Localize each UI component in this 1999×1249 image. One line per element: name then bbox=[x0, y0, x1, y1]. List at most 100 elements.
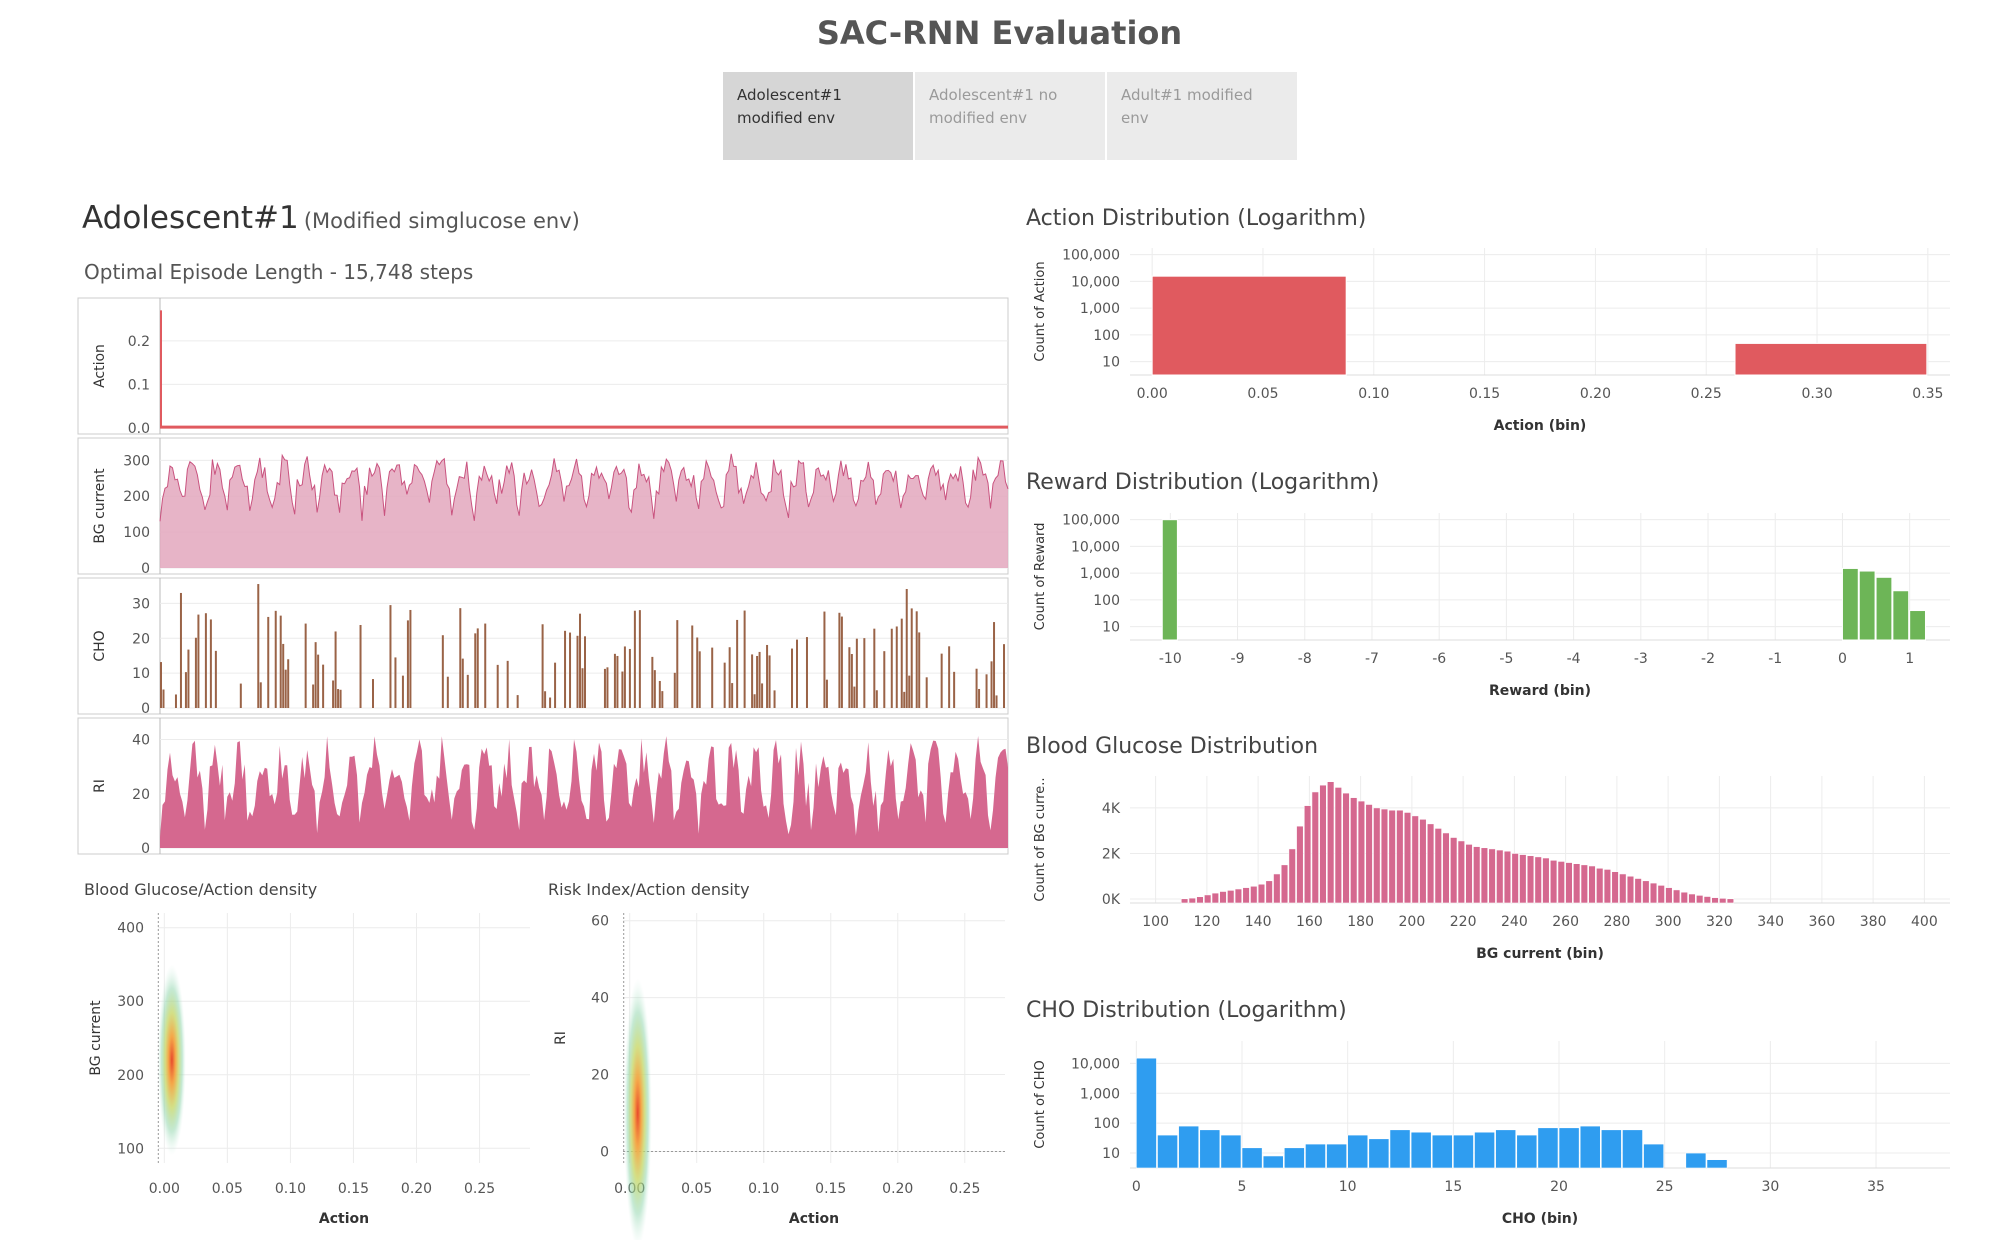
cho-bar bbox=[975, 668, 978, 708]
histogram-bar bbox=[1706, 1159, 1728, 1169]
cho-bar bbox=[723, 662, 726, 708]
tick-label: 0.10 bbox=[748, 1181, 779, 1197]
tick-label: 340 bbox=[1757, 914, 1784, 930]
tick-label: 0.15 bbox=[1469, 386, 1500, 402]
tab-adult1-modified[interactable]: Adult#1 modified env bbox=[1107, 72, 1297, 160]
tick-label: 160 bbox=[1296, 914, 1323, 930]
cho-bar bbox=[304, 623, 307, 708]
bg-action-density-chart: 0.00 0.05 0.10 0.15 0.20 0.25 100 200 300 400 Acti… bbox=[88, 913, 530, 1227]
cho-bar bbox=[441, 635, 444, 708]
tick-label: 200 bbox=[1399, 914, 1426, 930]
cho-bar bbox=[840, 616, 843, 708]
tick-label: 0.1 bbox=[128, 377, 150, 393]
histogram-bar bbox=[1327, 781, 1335, 904]
cho-bar bbox=[628, 648, 631, 708]
tick-label: 0 bbox=[141, 561, 150, 577]
cho-bar bbox=[194, 637, 197, 708]
cho-bar bbox=[651, 656, 654, 708]
tick-label: 240 bbox=[1501, 914, 1528, 930]
tick-label: 0.20 bbox=[882, 1181, 913, 1197]
histogram-bar bbox=[1588, 865, 1596, 904]
cho-bar bbox=[676, 620, 679, 708]
tab-label-line1: Adolescent#1 bbox=[737, 86, 842, 104]
tab-label-line1: Adolescent#1 no bbox=[929, 86, 1058, 104]
cho-bar bbox=[953, 671, 956, 708]
histogram-bar bbox=[1603, 869, 1612, 904]
cho-bar bbox=[162, 689, 165, 708]
histogram-bar bbox=[1389, 1129, 1411, 1169]
histogram-bar bbox=[1473, 846, 1481, 904]
cho-bar bbox=[613, 653, 616, 708]
y-axis-label: Count of Reward bbox=[1033, 523, 1048, 631]
histogram-bar bbox=[1557, 861, 1565, 904]
cho-bar bbox=[466, 674, 469, 708]
cho-bar bbox=[339, 689, 342, 708]
cho-bar bbox=[332, 680, 335, 708]
histogram-bar bbox=[1688, 893, 1696, 904]
histogram-bar bbox=[1696, 895, 1704, 904]
tick-label: 100 bbox=[1093, 593, 1120, 609]
histogram-bar bbox=[1488, 848, 1496, 904]
histogram-bar bbox=[1220, 1134, 1242, 1169]
tick-label: 40 bbox=[591, 991, 609, 1007]
tick-label: 100 bbox=[123, 525, 150, 541]
tick-label: 20 bbox=[591, 1068, 609, 1084]
cho-bar bbox=[661, 691, 664, 708]
cho-bar bbox=[978, 688, 981, 708]
cho-bar bbox=[174, 694, 177, 708]
x-axis-label: Reward (bin) bbox=[1489, 683, 1591, 699]
cho-bar bbox=[322, 664, 325, 708]
tick-label: 0.00 bbox=[1137, 386, 1168, 402]
histogram-bar bbox=[1649, 882, 1658, 904]
cho-bar bbox=[554, 662, 557, 708]
histogram-bar bbox=[1611, 871, 1619, 904]
histogram-bar bbox=[1342, 792, 1350, 904]
cho-bar bbox=[653, 670, 656, 708]
cho-bar bbox=[284, 669, 287, 708]
histogram-bar bbox=[1388, 809, 1396, 904]
tick-label: 0.00 bbox=[149, 1181, 180, 1197]
patient-env: (Modified simglucose env) bbox=[303, 209, 580, 233]
tick-label: 0 bbox=[1838, 651, 1847, 667]
tab-adolescent1-no-modified[interactable]: Adolescent#1 no modified env bbox=[915, 72, 1105, 160]
cho-bar bbox=[791, 648, 794, 708]
cho-bar bbox=[259, 682, 262, 708]
episode-length: Optimal Episode Length - 15,748 steps bbox=[84, 260, 474, 284]
histogram-bar bbox=[1334, 787, 1342, 904]
histogram-bar bbox=[1909, 610, 1926, 641]
tab-adolescent1-modified[interactable]: Adolescent#1 modified env bbox=[723, 72, 913, 160]
cho-bar bbox=[796, 639, 798, 708]
histogram-bar bbox=[1549, 859, 1558, 904]
cho-dist-title: CHO Distribution (Logarithm) bbox=[1026, 998, 1347, 1023]
cho-bar bbox=[496, 664, 499, 708]
tick-label: 15 bbox=[1444, 1179, 1462, 1195]
tick-label: -9 bbox=[1231, 651, 1245, 667]
cho-bar bbox=[401, 675, 404, 708]
histogram-bar bbox=[1703, 896, 1711, 904]
cho-bar bbox=[825, 679, 828, 708]
cho-bar bbox=[883, 651, 886, 708]
histogram-bar bbox=[1265, 880, 1273, 904]
histogram-bar bbox=[1726, 898, 1735, 904]
histogram-bar bbox=[1241, 1147, 1263, 1169]
cho-bar bbox=[187, 649, 190, 708]
tick-label: 300 bbox=[1655, 914, 1682, 930]
histogram-bar bbox=[1600, 1129, 1622, 1169]
histogram-bar bbox=[1542, 857, 1550, 904]
histogram-bar bbox=[1434, 828, 1442, 904]
histogram-bar bbox=[1858, 570, 1876, 641]
histogram-bar bbox=[1503, 850, 1512, 904]
patient-title: Adolescent#1 bbox=[82, 200, 299, 236]
tick-label: 400 bbox=[117, 921, 144, 937]
bg-dist-title: Blood Glucose Distribution bbox=[1026, 734, 1319, 759]
histogram-bar bbox=[1453, 1134, 1474, 1169]
x-axis-label: Action (bin) bbox=[1494, 418, 1587, 434]
cho-bar bbox=[995, 695, 998, 708]
tab-label-line2: modified env bbox=[737, 109, 836, 127]
tick-label: 360 bbox=[1809, 914, 1836, 930]
cho-bar bbox=[239, 683, 242, 708]
bg-density-title: Blood Glucose/Action density bbox=[84, 880, 318, 899]
cho-bar bbox=[766, 644, 769, 708]
axis-label: BG current bbox=[92, 468, 108, 544]
cho-bar bbox=[838, 612, 841, 708]
